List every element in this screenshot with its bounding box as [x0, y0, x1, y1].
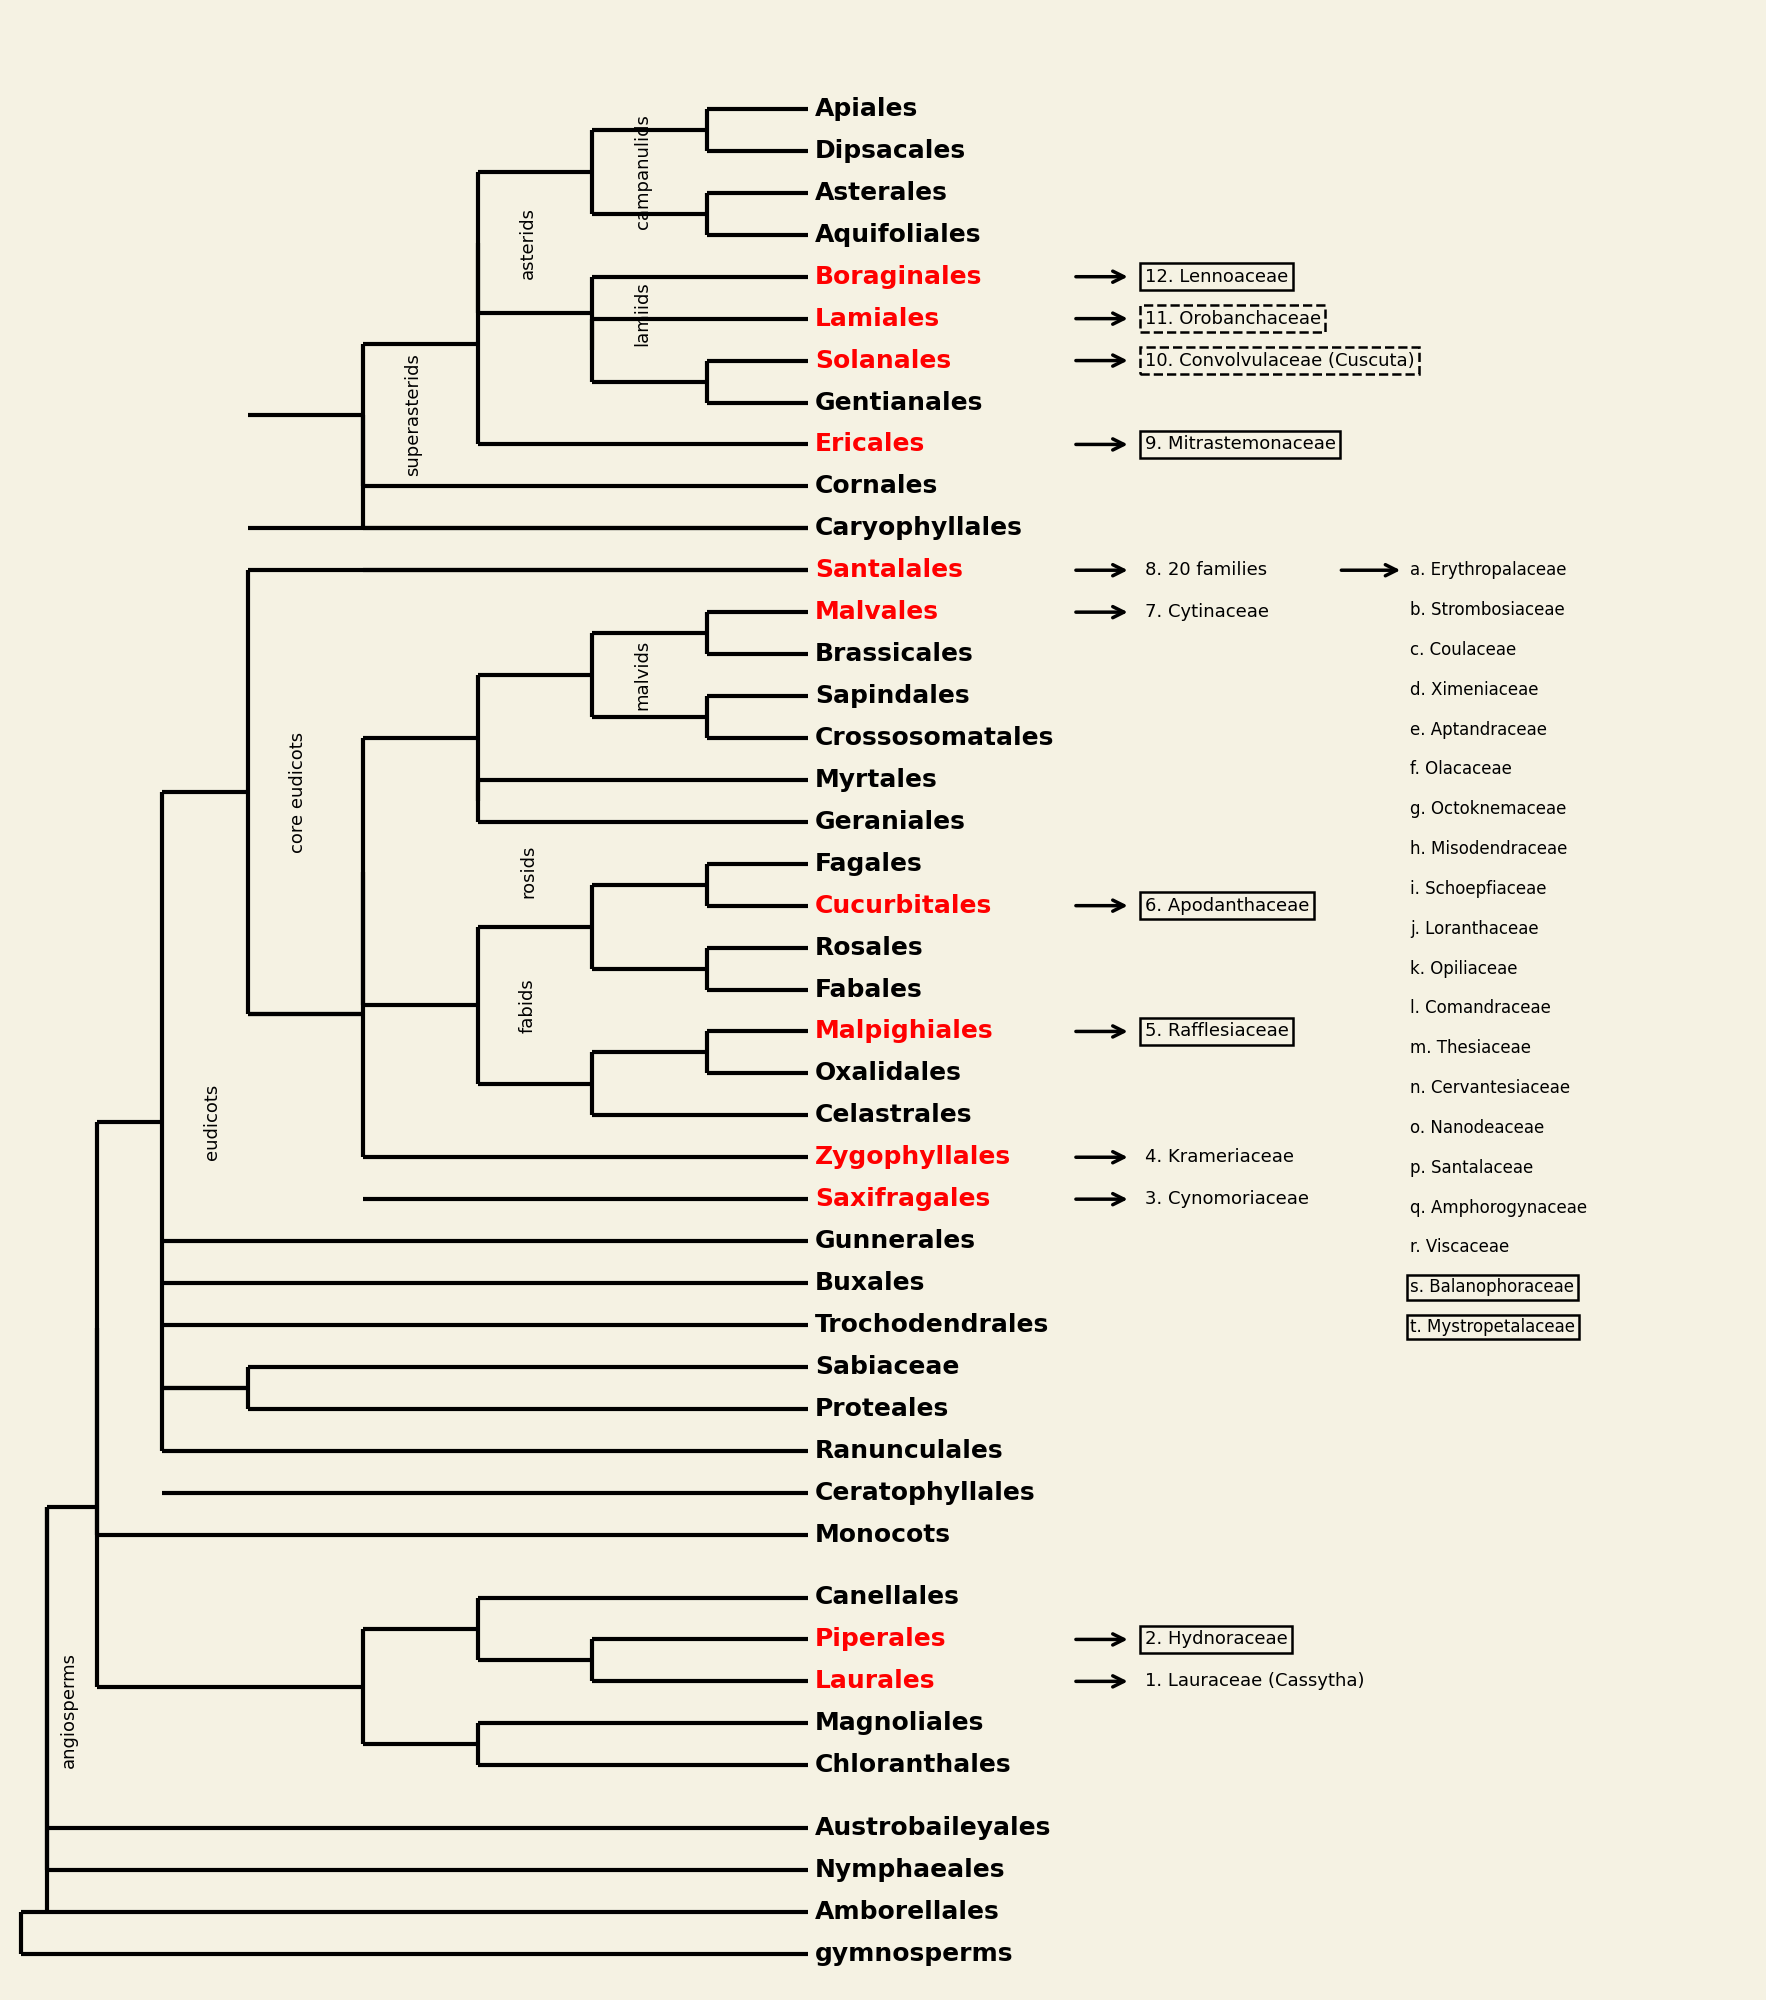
Text: e. Aptandraceae: e. Aptandraceae [1411, 720, 1547, 738]
Text: Oxalidales: Oxalidales [814, 1062, 962, 1086]
Text: rosids: rosids [519, 844, 537, 898]
Text: gymnosperms: gymnosperms [814, 1942, 1014, 1966]
Text: Aquifoliales: Aquifoliales [814, 222, 982, 246]
Text: r. Viscaceae: r. Viscaceae [1411, 1238, 1510, 1256]
Text: Solanales: Solanales [814, 348, 950, 372]
Text: 5. Rafflesiaceae: 5. Rafflesiaceae [1144, 1022, 1289, 1040]
Text: 8. 20 families: 8. 20 families [1144, 562, 1266, 580]
Text: Austrobaileyales: Austrobaileyales [814, 1816, 1051, 1840]
Text: Buxales: Buxales [814, 1272, 925, 1296]
Text: Geraniales: Geraniales [814, 810, 966, 834]
Text: 10. Convolvulaceae (Cuscuta): 10. Convolvulaceae (Cuscuta) [1144, 352, 1415, 370]
Text: Lamiales: Lamiales [814, 306, 940, 330]
Text: c. Coulaceae: c. Coulaceae [1411, 640, 1517, 658]
Text: q. Amphorogynaceae: q. Amphorogynaceae [1411, 1198, 1588, 1216]
Text: Amborellales: Amborellales [814, 1900, 1000, 1924]
Text: Saxifragales: Saxifragales [814, 1188, 991, 1212]
Text: Boraginales: Boraginales [814, 264, 982, 288]
Text: Ceratophyllales: Ceratophyllales [814, 1480, 1035, 1504]
Text: Magnoliales: Magnoliales [814, 1712, 984, 1736]
Text: malvids: malvids [634, 640, 652, 710]
Text: Brassicales: Brassicales [814, 642, 973, 666]
Text: Cornales: Cornales [814, 474, 938, 498]
Text: Celastrales: Celastrales [814, 1104, 973, 1128]
Text: k. Opiliaceae: k. Opiliaceae [1411, 960, 1517, 978]
Text: lamiids: lamiids [634, 282, 652, 346]
Text: Myrtales: Myrtales [814, 768, 938, 792]
Text: core eudicots: core eudicots [290, 732, 307, 852]
Text: Ericales: Ericales [814, 432, 925, 456]
Text: Fagales: Fagales [814, 852, 922, 876]
Text: Apiales: Apiales [814, 96, 918, 120]
Text: 4. Krameriaceae: 4. Krameriaceae [1144, 1148, 1294, 1166]
Text: l. Comandraceae: l. Comandraceae [1411, 1000, 1551, 1018]
Text: f. Olacaceae: f. Olacaceae [1411, 760, 1512, 778]
Text: i. Schoepfiaceae: i. Schoepfiaceae [1411, 880, 1547, 898]
Text: Caryophyllales: Caryophyllales [814, 516, 1023, 540]
Text: d. Ximeniaceae: d. Ximeniaceae [1411, 680, 1538, 698]
Text: Laurales: Laurales [814, 1670, 936, 1694]
Text: Nymphaeales: Nymphaeales [814, 1858, 1005, 1882]
Text: Malvales: Malvales [814, 600, 940, 624]
Text: m. Thesiaceae: m. Thesiaceae [1411, 1040, 1531, 1058]
Text: Ranunculales: Ranunculales [814, 1438, 1003, 1462]
Text: 11. Orobanchaceae: 11. Orobanchaceae [1144, 310, 1321, 328]
Text: eudicots: eudicots [203, 1084, 221, 1160]
Text: Piperales: Piperales [814, 1628, 947, 1652]
Text: g. Octoknemaceae: g. Octoknemaceae [1411, 800, 1566, 818]
Text: Fabales: Fabales [814, 978, 922, 1002]
Text: n. Cervantesiaceae: n. Cervantesiaceae [1411, 1080, 1570, 1098]
Text: campanulids: campanulids [634, 114, 652, 230]
Text: 12. Lennoaceae: 12. Lennoaceae [1144, 268, 1287, 286]
Text: t. Mystropetalaceae: t. Mystropetalaceae [1411, 1318, 1575, 1336]
Text: p. Santalaceae: p. Santalaceae [1411, 1158, 1533, 1176]
Text: Canellales: Canellales [814, 1586, 959, 1610]
Text: Zygophyllales: Zygophyllales [814, 1146, 1010, 1170]
Text: Proteales: Proteales [814, 1396, 948, 1420]
Text: 2. Hydnoraceae: 2. Hydnoraceae [1144, 1630, 1287, 1648]
Text: b. Strombosiaceae: b. Strombosiaceae [1411, 602, 1565, 620]
Text: Gunnerales: Gunnerales [814, 1230, 977, 1254]
Text: Cucurbitales: Cucurbitales [814, 894, 992, 918]
Text: angiosperms: angiosperms [60, 1652, 78, 1768]
Text: a. Erythropalaceae: a. Erythropalaceae [1411, 562, 1566, 580]
Text: j. Loranthaceae: j. Loranthaceae [1411, 920, 1538, 938]
Text: Malpighiales: Malpighiales [814, 1020, 994, 1044]
Text: Monocots: Monocots [814, 1522, 950, 1546]
Text: Chloranthales: Chloranthales [814, 1754, 1012, 1778]
Text: 9. Mitrastemonaceae: 9. Mitrastemonaceae [1144, 436, 1335, 454]
Text: 6. Apodanthaceae: 6. Apodanthaceae [1144, 896, 1309, 914]
Text: h. Misodendraceae: h. Misodendraceae [1411, 840, 1568, 858]
Text: 7. Cytinaceae: 7. Cytinaceae [1144, 604, 1268, 622]
Text: Crossosomatales: Crossosomatales [814, 726, 1054, 750]
Text: Sapindales: Sapindales [814, 684, 970, 708]
Text: 3. Cynomoriaceae: 3. Cynomoriaceae [1144, 1190, 1309, 1208]
Text: Gentianales: Gentianales [814, 390, 984, 414]
Text: o. Nanodeaceae: o. Nanodeaceae [1411, 1118, 1545, 1136]
Text: fabids: fabids [519, 978, 537, 1032]
Text: Asterales: Asterales [814, 180, 948, 204]
Text: Sabiaceae: Sabiaceae [814, 1354, 959, 1378]
Text: 1. Lauraceae (Cassytha): 1. Lauraceae (Cassytha) [1144, 1672, 1365, 1690]
Text: asterids: asterids [519, 206, 537, 278]
Text: s. Balanophoraceae: s. Balanophoraceae [1411, 1278, 1574, 1296]
Text: Trochodendrales: Trochodendrales [814, 1312, 1049, 1336]
Text: Santalales: Santalales [814, 558, 962, 582]
Text: Rosales: Rosales [814, 936, 924, 960]
Text: superasterids: superasterids [404, 354, 422, 476]
Text: Dipsacales: Dipsacales [814, 138, 966, 162]
